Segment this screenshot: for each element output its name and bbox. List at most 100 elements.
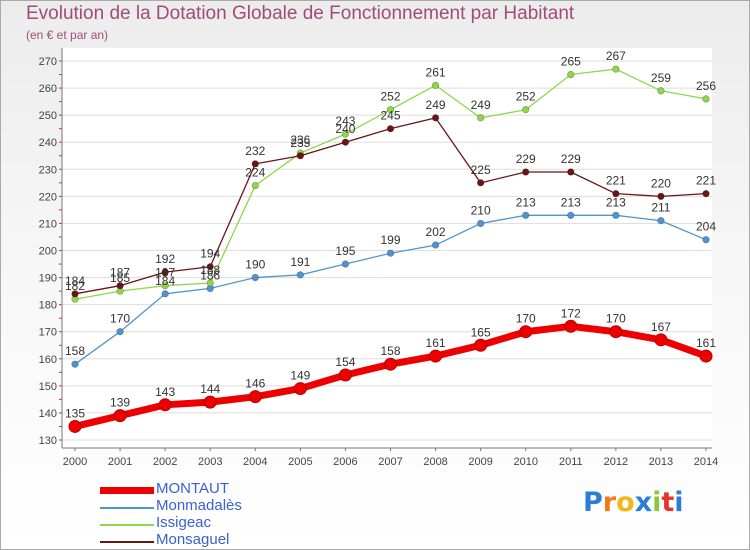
logo-letter: i — [652, 487, 662, 518]
data-label: 199 — [380, 233, 400, 247]
data-point — [251, 160, 259, 168]
x-tick-label: 2004 — [243, 456, 267, 468]
x-tick-label: 2006 — [333, 456, 357, 468]
x-tick-label: 2014 — [694, 456, 718, 468]
y-tick-label: 260 — [39, 83, 57, 95]
data-label: 265 — [561, 55, 581, 69]
data-point — [612, 65, 620, 73]
y-tick-label: 250 — [39, 110, 57, 122]
data-point — [702, 236, 710, 244]
data-point — [522, 211, 530, 219]
data-label: 149 — [290, 369, 310, 383]
data-point — [477, 219, 485, 228]
data-point — [248, 390, 262, 404]
data-label: 170 — [516, 312, 536, 326]
data-point — [702, 190, 710, 198]
data-label: 195 — [335, 244, 355, 258]
data-label: 204 — [696, 220, 716, 234]
data-point — [522, 168, 530, 176]
data-label: 267 — [606, 49, 626, 63]
data-point — [386, 125, 395, 133]
data-label: 190 — [245, 258, 265, 272]
data-label: 245 — [380, 109, 400, 123]
data-point — [702, 95, 710, 103]
data-point — [609, 325, 623, 339]
data-point — [338, 368, 352, 382]
data-label: 144 — [200, 382, 220, 396]
data-label: 154 — [335, 355, 355, 369]
data-point — [293, 382, 307, 396]
data-point — [71, 290, 79, 298]
data-label: 243 — [335, 114, 355, 128]
data-point — [431, 114, 440, 122]
y-tick-label: 220 — [39, 191, 57, 203]
x-tick-label: 2007 — [378, 456, 402, 468]
x-tick-label: 2000 — [63, 456, 87, 468]
data-label: 161 — [426, 336, 446, 350]
data-label: 221 — [696, 174, 716, 188]
data-label: 220 — [651, 176, 671, 190]
data-label: 170 — [110, 312, 130, 326]
legend-label: MONTAUT — [156, 480, 230, 497]
data-label: 211 — [651, 201, 670, 215]
logo-letter: P — [583, 487, 603, 518]
data-point — [161, 290, 169, 298]
data-point — [474, 338, 488, 352]
data-point — [429, 349, 443, 363]
x-tick-label: 2010 — [513, 456, 537, 468]
data-label: 161 — [696, 336, 716, 350]
data-point — [567, 70, 575, 79]
data-point — [203, 395, 217, 409]
data-label: 229 — [516, 152, 536, 166]
data-point — [384, 357, 397, 371]
y-tick-label: 140 — [39, 408, 57, 420]
data-label: 188 — [200, 263, 220, 277]
data-label: 210 — [471, 203, 491, 217]
data-label: 186 — [200, 268, 220, 282]
y-tick-label: 230 — [39, 164, 57, 176]
logo-letter: r — [602, 487, 617, 518]
y-tick-label: 150 — [39, 381, 57, 393]
data-point — [522, 106, 530, 114]
series-monsaguel — [71, 114, 710, 298]
data-label: 165 — [471, 325, 491, 339]
data-label: 143 — [155, 385, 175, 399]
x-tick-label: 2002 — [153, 456, 177, 468]
x-tick-label: 2011 — [559, 456, 583, 468]
y-tick-label: 190 — [39, 273, 57, 285]
x-tick-label: 2005 — [288, 456, 312, 468]
data-point — [612, 211, 620, 219]
legend-swatch — [100, 487, 154, 494]
data-label: 139 — [110, 396, 130, 410]
data-label: 192 — [155, 252, 175, 266]
x-tick-label: 2003 — [198, 456, 222, 468]
data-label: 224 — [245, 166, 265, 180]
data-point — [431, 241, 440, 249]
data-label: 202 — [426, 225, 446, 239]
data-point — [251, 273, 259, 282]
data-point — [71, 360, 79, 368]
data-point — [116, 328, 124, 336]
legend-swatch — [100, 524, 154, 526]
data-point — [341, 130, 350, 138]
data-label: 213 — [561, 195, 581, 209]
data-label: 187 — [110, 266, 130, 280]
data-point — [68, 419, 82, 433]
data-label: 213 — [516, 195, 536, 209]
x-tick-label: 2013 — [649, 456, 673, 468]
data-point — [161, 282, 169, 290]
series-issigeac — [71, 65, 710, 303]
data-point — [251, 181, 259, 190]
data-point — [657, 217, 665, 225]
data-point — [386, 106, 395, 114]
data-point — [657, 87, 665, 95]
data-point — [206, 263, 214, 271]
data-point — [341, 138, 350, 146]
data-label: 167 — [651, 320, 671, 334]
y-tick-label: 160 — [39, 354, 57, 366]
data-point — [477, 179, 485, 187]
data-point — [161, 268, 169, 276]
data-label: 252 — [516, 90, 536, 104]
data-label: 170 — [606, 312, 626, 326]
data-point — [699, 349, 713, 363]
